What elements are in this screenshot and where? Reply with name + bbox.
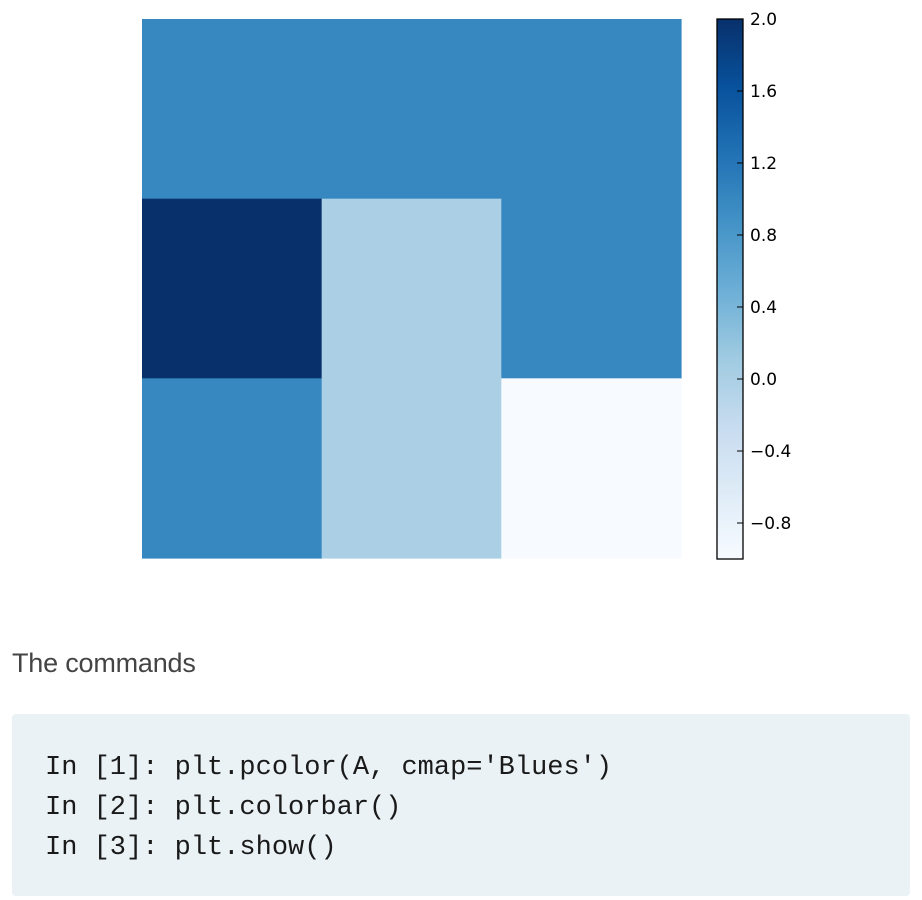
heatmap-cell xyxy=(321,19,502,200)
colorbar-tick-label: 2.0 xyxy=(750,10,777,30)
colorbar-tick-label: 0.4 xyxy=(750,298,777,318)
heatmap-cells xyxy=(142,19,682,559)
colorbar-tick-label: 0.8 xyxy=(750,226,777,246)
heatmap-cell xyxy=(142,19,323,200)
colorbar-ticks: 2.0 1.6 1.2 0.8 0.4 0.0 −0.4 −0.8 xyxy=(737,10,791,534)
heatmap-figure: 2.0 1.6 1.2 0.8 0.4 0.0 −0.4 −0.8 xyxy=(142,10,791,560)
colorbar-gradient xyxy=(716,18,744,560)
colorbar: 2.0 1.6 1.2 0.8 0.4 0.0 −0.4 −0.8 xyxy=(716,10,791,560)
colorbar-tick-label: 1.6 xyxy=(750,82,777,102)
heatmap-cell xyxy=(321,198,502,379)
heatmap-cell xyxy=(501,378,682,559)
commands-caption: The commands xyxy=(12,648,196,678)
heatmap-cell xyxy=(501,198,682,379)
heatmap-cell xyxy=(321,378,502,559)
colorbar-tick-label: −0.4 xyxy=(750,442,791,462)
heatmap-cell xyxy=(501,19,682,200)
code-line: In [3]: plt.show() xyxy=(45,833,337,863)
code-block: In [1]: plt.pcolor(A, cmap='Blues') In [… xyxy=(12,714,910,896)
code-line: In [1]: plt.pcolor(A, cmap='Blues') xyxy=(45,753,613,783)
heatmap-cell xyxy=(142,198,323,379)
code-line: In [2]: plt.colorbar() xyxy=(45,793,402,823)
colorbar-tick-label: −0.8 xyxy=(750,514,791,534)
colorbar-tick-label: 0.0 xyxy=(750,370,777,390)
colorbar-tick-label: 1.2 xyxy=(750,154,777,174)
heatmap-cell xyxy=(142,378,323,559)
